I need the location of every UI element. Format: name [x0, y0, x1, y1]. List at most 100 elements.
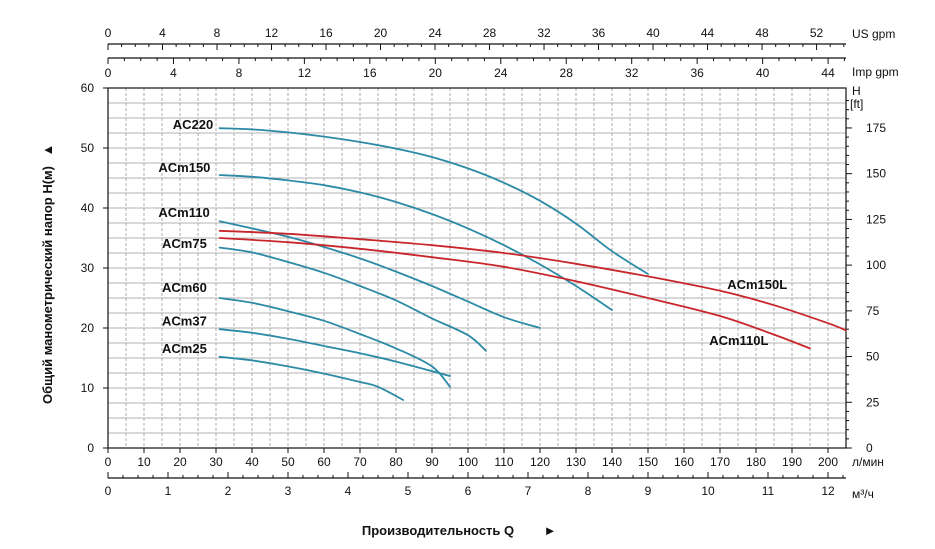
x-tick-label: 0	[105, 455, 112, 469]
y-tick-label: 0	[87, 441, 94, 455]
us-gpm-tick-label: 48	[755, 26, 769, 40]
us-gpm-tick-label: 16	[319, 26, 333, 40]
ft-tick-label: 125	[866, 212, 886, 226]
series-label-acm25: ACm25	[162, 341, 207, 356]
us-gpm-tick-label: 40	[646, 26, 660, 40]
imp-gpm-tick-label: 36	[690, 66, 704, 80]
curve-ac220	[218, 127, 649, 275]
y-tick-label: 20	[81, 321, 95, 335]
imp-gpm-tick-label: 8	[236, 66, 243, 80]
m3h-tick-label: 1	[165, 484, 172, 498]
x-tick-label: 100	[458, 455, 478, 469]
curve-acm37	[218, 328, 451, 377]
m3h-tick-label: 10	[701, 484, 715, 498]
x-tick-label: 60	[317, 455, 331, 469]
series-label-acm110l: ACm110L	[709, 333, 768, 348]
m3h-tick-label: 2	[225, 484, 232, 498]
series-label-ac220: AC220	[173, 117, 213, 132]
x-tick-label: 80	[389, 455, 403, 469]
series-label-acm150l: ACm150L	[727, 277, 787, 292]
x-tick-label: 130	[566, 455, 586, 469]
series-label-acm60: ACm60	[162, 280, 207, 295]
m3h-tick-label: 7	[525, 484, 532, 498]
y-tick-label: 10	[81, 381, 95, 395]
x-tick-label: 200	[818, 455, 838, 469]
ft-tick-label: 150	[866, 167, 886, 181]
imp-gpm-tick-label: 40	[756, 66, 770, 80]
m3h-tick-label: 9	[645, 484, 652, 498]
m3h-tick-label: 11	[762, 484, 775, 498]
m3h-tick-label: 5	[405, 484, 412, 498]
x-tick-label: 110	[494, 455, 513, 469]
curve-acm75	[218, 246, 487, 352]
imp-gpm-tick-label: 32	[625, 66, 639, 80]
x-tick-label: 190	[782, 455, 802, 469]
imp-gpm-tick-label: 28	[560, 66, 574, 80]
x-tick-label: 150	[638, 455, 658, 469]
us-gpm-tick-label: 32	[537, 26, 551, 40]
us-gpm-tick-label: 28	[483, 26, 497, 40]
x-tick-label: 20	[173, 455, 187, 469]
us-gpm-tick-label: 36	[592, 26, 606, 40]
x-unit-label: л/мин	[852, 455, 884, 469]
curve-acm150	[218, 174, 613, 311]
m3h-tick-label: 0	[105, 484, 112, 498]
m3h-tick-label: 3	[285, 484, 292, 498]
imp-gpm-tick-label: 16	[363, 66, 377, 80]
x-tick-label: 70	[353, 455, 367, 469]
series-label-acm37: ACm37	[162, 314, 207, 329]
imp-gpm-tick-label: 12	[298, 66, 312, 80]
curve-acm60	[218, 297, 451, 388]
ft-tick-label: 75	[866, 304, 880, 318]
y-tick-label: 50	[81, 141, 95, 155]
us-gpm-tick-label: 4	[159, 26, 166, 40]
curve-acm25	[218, 355, 405, 401]
us-gpm-tick-label: 24	[428, 26, 442, 40]
grid	[108, 88, 846, 448]
y-tick-label: 30	[81, 261, 95, 275]
y-axis-title: Общий манометрический напор H(м)	[40, 166, 55, 404]
imp-gpm-tick-label: 24	[494, 66, 508, 80]
ft-unit-label-2: [ft]	[850, 97, 863, 111]
x-axis-arrow: ►	[544, 523, 557, 538]
x-tick-label: 170	[710, 455, 730, 469]
curve-acm150l	[218, 229, 847, 332]
us-gpm-tick-label: 44	[701, 26, 715, 40]
series-labels: AC220 ACm150 ACm110 ACm75 ACm60 ACm37 ACm25 ACm…	[158, 117, 787, 356]
m3h-tick-label: 4	[345, 484, 352, 498]
series-label-acm110: ACm110	[158, 205, 209, 220]
x-axis-title: Производительность Q	[362, 523, 514, 538]
x-tick-label: 160	[674, 455, 694, 469]
ft-tick-label: 25	[866, 395, 880, 409]
us-gpm-tick-label: 0	[105, 26, 112, 40]
x-tick-label: 30	[209, 455, 223, 469]
y-tick-label: 60	[81, 81, 95, 95]
x-tick-label: 140	[602, 455, 622, 469]
x-tick-label: 50	[281, 455, 295, 469]
us-gpm-tick-label: 52	[810, 26, 824, 40]
us-gpm-tick-label: 20	[374, 26, 388, 40]
series-label-acm75: ACm75	[162, 236, 207, 251]
m3h-unit-label: м³/ч	[852, 487, 874, 501]
ft-tick-label: 175	[866, 121, 886, 135]
m3h-tick-label: 8	[585, 484, 592, 498]
us-gpm-unit-label: US gpm	[852, 27, 895, 41]
imp-gpm-tick-label: 4	[170, 66, 177, 80]
us-gpm-tick-label: 8	[214, 26, 221, 40]
ft-tick-label: 100	[866, 258, 886, 272]
ft-tick-label: 50	[866, 350, 880, 364]
ft-unit-label: H	[852, 84, 861, 98]
us-gpm-tick-label: 12	[265, 26, 279, 40]
imp-gpm-tick-label: 44	[821, 66, 835, 80]
m3h-tick-label: 12	[821, 484, 835, 498]
x-tick-label: 10	[137, 455, 151, 469]
imp-gpm-tick-label: 0	[105, 66, 112, 80]
curve-acm110	[218, 220, 541, 329]
x-tick-label: 40	[245, 455, 259, 469]
series	[218, 127, 847, 401]
x-tick-label: 120	[530, 455, 550, 469]
ft-tick-label: 0	[866, 441, 873, 455]
m3h-tick-label: 6	[465, 484, 472, 498]
curve-acm110l	[218, 237, 811, 350]
